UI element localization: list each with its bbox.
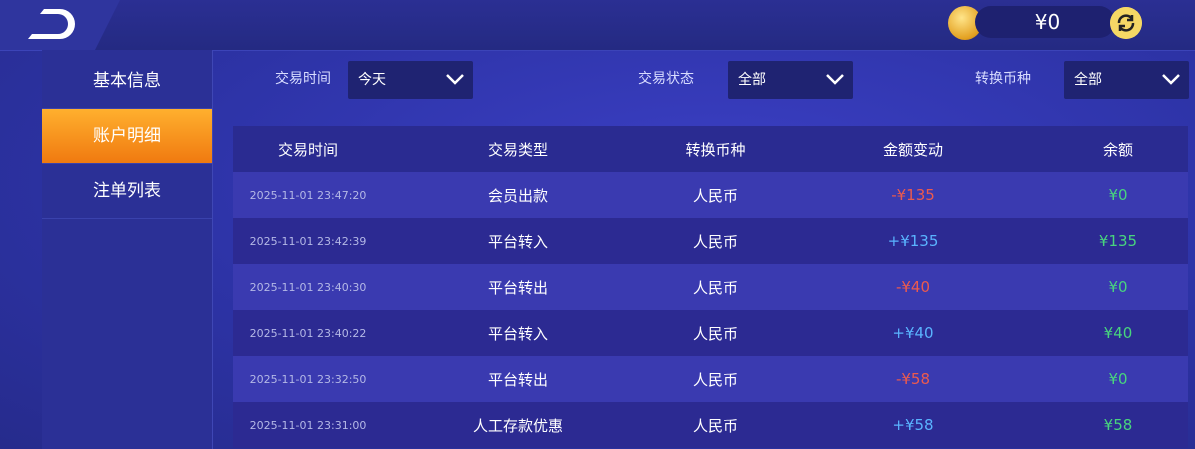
table-row: 2025-11-01 23:40:22 平台转入 人民币 +¥40 ¥40 xyxy=(233,310,1188,356)
sidebar-item[interactable]: 注单列表 xyxy=(42,164,212,219)
column-header: 余额 xyxy=(1102,140,1133,159)
chevron xyxy=(826,74,844,85)
refresh-button[interactable] xyxy=(1110,7,1142,39)
sidebar: 基本信息 账户明细 注单列表 xyxy=(42,50,213,449)
dropdown[interactable]: 全部 xyxy=(728,61,853,99)
chevron xyxy=(446,74,464,85)
table-row: 2025-11-01 23:40:30 平台转出 人民币 -¥40 ¥0 xyxy=(233,264,1188,310)
table-cell: 2025-11-01 23:47:20 xyxy=(249,188,367,202)
table-row: 2025-11-01 23:47:20 会员出款 人民币 -¥135 ¥0 xyxy=(233,172,1188,218)
table-cell: 2025-11-01 23:40:22 xyxy=(249,326,367,340)
table-cell: 人民币 xyxy=(692,232,738,251)
table-cell: 人民币 xyxy=(692,416,738,435)
table-cell: ¥40 xyxy=(1103,324,1133,342)
table-cell: 2025-11-01 23:31:00 xyxy=(249,418,367,432)
dropdown-value: 今天 xyxy=(358,72,386,88)
dropdown[interactable]: 全部 xyxy=(1064,61,1189,99)
table-cell: 会员出款 xyxy=(487,186,548,205)
chevron xyxy=(1162,74,1180,85)
table-cell: +¥135 xyxy=(887,232,939,250)
column-header: 转换币种 xyxy=(685,140,746,159)
column-header: 金额变动 xyxy=(882,140,943,159)
filter-label: 交易时间 xyxy=(275,71,331,87)
table-cell: -¥58 xyxy=(895,370,931,388)
dropdown[interactable]: 今天 xyxy=(348,61,473,99)
table-cell: ¥58 xyxy=(1103,416,1133,434)
dropdown-value: 全部 xyxy=(1074,72,1102,88)
table-row: 2025-11-01 23:32:50 平台转出 人民币 -¥58 ¥0 xyxy=(233,356,1188,402)
table-cell: 人工存款优惠 xyxy=(472,416,563,435)
column-header: 交易类型 xyxy=(487,140,548,159)
table-cell: ¥0 xyxy=(1108,186,1128,204)
table-cell: 人民币 xyxy=(692,278,738,297)
sidebar-item[interactable]: 账户明细 xyxy=(42,109,212,164)
filter-label: 转换币种 xyxy=(975,71,1031,87)
balance: ¥0 xyxy=(1034,10,1061,34)
table-cell: 平台转出 xyxy=(487,370,548,389)
table-cell: 人民币 xyxy=(692,186,738,205)
table-cell: 2025-11-01 23:40:30 xyxy=(249,280,367,294)
table-cell: 人民币 xyxy=(692,324,738,343)
table-cell: 平台转入 xyxy=(487,324,548,343)
table-cell: -¥40 xyxy=(895,278,931,296)
column-header: 交易时间 xyxy=(277,140,338,159)
table-cell: +¥40 xyxy=(892,324,934,342)
table-cell: ¥0 xyxy=(1108,278,1128,296)
transaction-table: 交易时间 交易类型 转换币种 金额变动 余额 2025-11-01 23:47:20 会员出… xyxy=(233,126,1188,448)
filter-label: 交易状态 xyxy=(638,71,694,87)
table-cell: 平台转入 xyxy=(487,232,548,251)
table-cell: 2025-11-01 23:42:39 xyxy=(249,234,367,248)
table-cell: ¥135 xyxy=(1098,232,1138,250)
dropdown-value: 全部 xyxy=(738,72,766,88)
back-button[interactable] xyxy=(0,0,120,50)
sidebar-item[interactable]: 基本信息 xyxy=(42,54,212,109)
table-row: 2025-11-01 23:42:39 平台转入 人民币 +¥135 ¥135 xyxy=(233,218,1188,264)
table-row: 2025-11-01 23:31:00 人工存款优惠 人民币 +¥58 ¥58 xyxy=(233,402,1188,448)
table-cell: 人民币 xyxy=(692,370,738,389)
table-cell: +¥58 xyxy=(892,416,934,434)
table-header: 交易时间 交易类型 转换币种 金额变动 余额 xyxy=(233,126,1188,172)
table-cell: -¥135 xyxy=(891,186,935,204)
table-cell: ¥0 xyxy=(1108,370,1128,388)
top-bar: ¥0 xyxy=(0,0,1195,51)
table-cell: 平台转出 xyxy=(487,278,548,297)
table-cell: 2025-11-01 23:32:50 xyxy=(249,372,367,386)
balance-box xyxy=(975,6,1115,38)
